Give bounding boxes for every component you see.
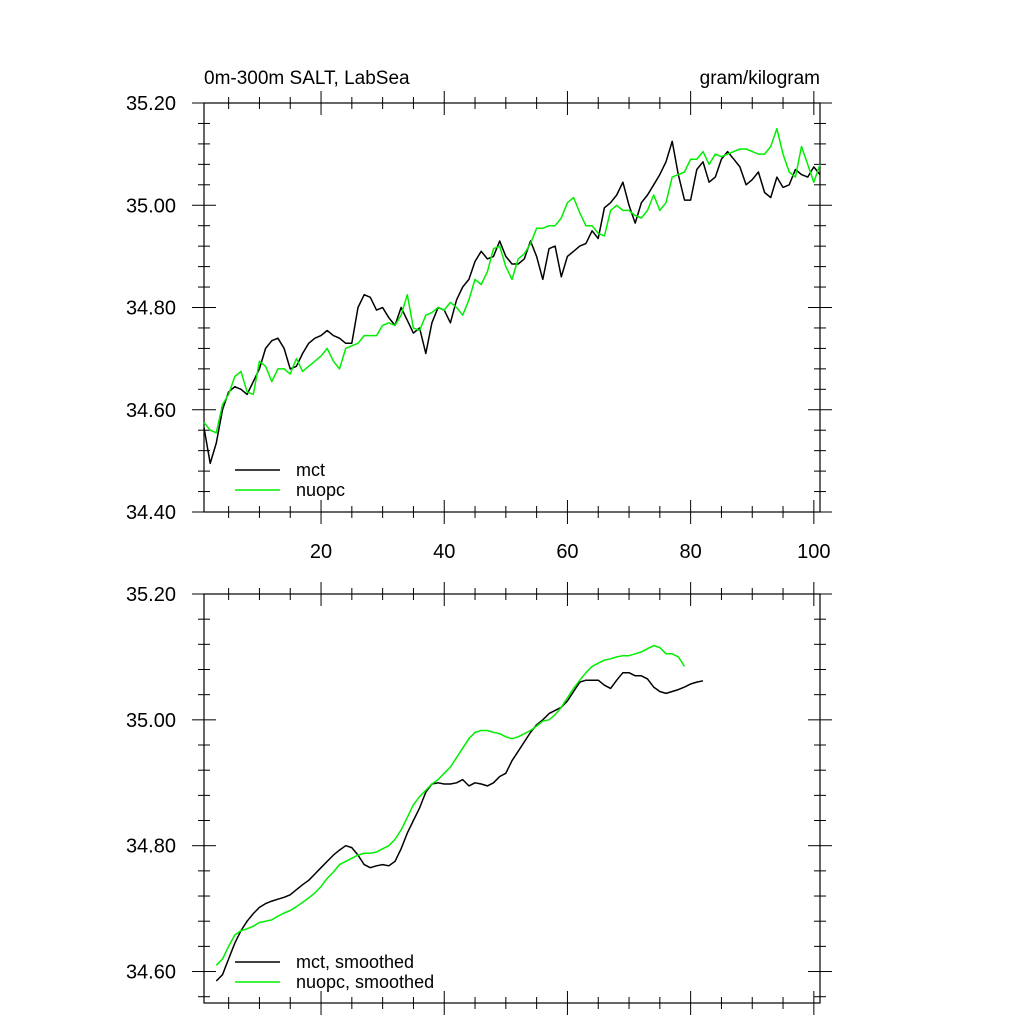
series-line-mct-smoothed bbox=[215, 671, 704, 982]
y-tick-label: 34.80 bbox=[126, 298, 176, 320]
x-tick-label: 100 bbox=[797, 541, 830, 563]
series-line-mct bbox=[203, 140, 821, 465]
y-tick-label: 34.60 bbox=[126, 400, 176, 422]
top-panel-units: gram/kilogram bbox=[700, 68, 820, 89]
x-tick-label: 80 bbox=[680, 541, 702, 563]
series-line-nuopc-smoothed bbox=[215, 644, 686, 966]
legend-label-nuopc-smoothed: nuopc, smoothed bbox=[296, 972, 434, 992]
legend-label-mct: mct bbox=[296, 460, 325, 480]
y-tick-label: 35.20 bbox=[126, 93, 176, 115]
x-tick-label: 40 bbox=[433, 541, 455, 563]
top-panel-legend: mct nuopc bbox=[235, 460, 345, 500]
y-tick-label: 34.40 bbox=[126, 502, 176, 524]
bottom-panel-frame bbox=[203, 593, 821, 1004]
bottom-panel-series bbox=[215, 644, 704, 982]
bottom-panel-legend: mct, smoothed nuopc, smoothed bbox=[235, 952, 434, 992]
y-tick-label: 34.60 bbox=[126, 962, 176, 984]
y-tick-label: 34.80 bbox=[126, 836, 176, 858]
y-tick-label: 35.00 bbox=[126, 710, 176, 732]
top-panel-series bbox=[203, 127, 821, 465]
top-panel-ticks: 20 40 60 80 100 34.40 34.60 34.80 35.00 35.20 bbox=[126, 91, 832, 563]
top-panel: 0m-300m SALT, LabSea gram/kilogram 20 40 6… bbox=[126, 68, 832, 563]
series-line-nuopc bbox=[203, 127, 821, 434]
bottom-panel-ticks: 34.60 34.80 35.00 35.20 bbox=[126, 582, 832, 1015]
top-panel-frame bbox=[203, 102, 821, 513]
bottom-panel: 34.60 34.80 35.00 35.20 mct, smoothed nuopc… bbox=[126, 582, 832, 1015]
y-tick-label: 35.00 bbox=[126, 195, 176, 217]
top-panel-title: 0m-300m SALT, LabSea bbox=[204, 68, 410, 89]
legend-label-nuopc: nuopc bbox=[296, 480, 345, 500]
y-tick-label: 35.20 bbox=[126, 584, 176, 606]
x-tick-label: 60 bbox=[556, 541, 578, 563]
legend-label-mct-smoothed: mct, smoothed bbox=[296, 952, 414, 972]
x-tick-label: 20 bbox=[310, 541, 332, 563]
